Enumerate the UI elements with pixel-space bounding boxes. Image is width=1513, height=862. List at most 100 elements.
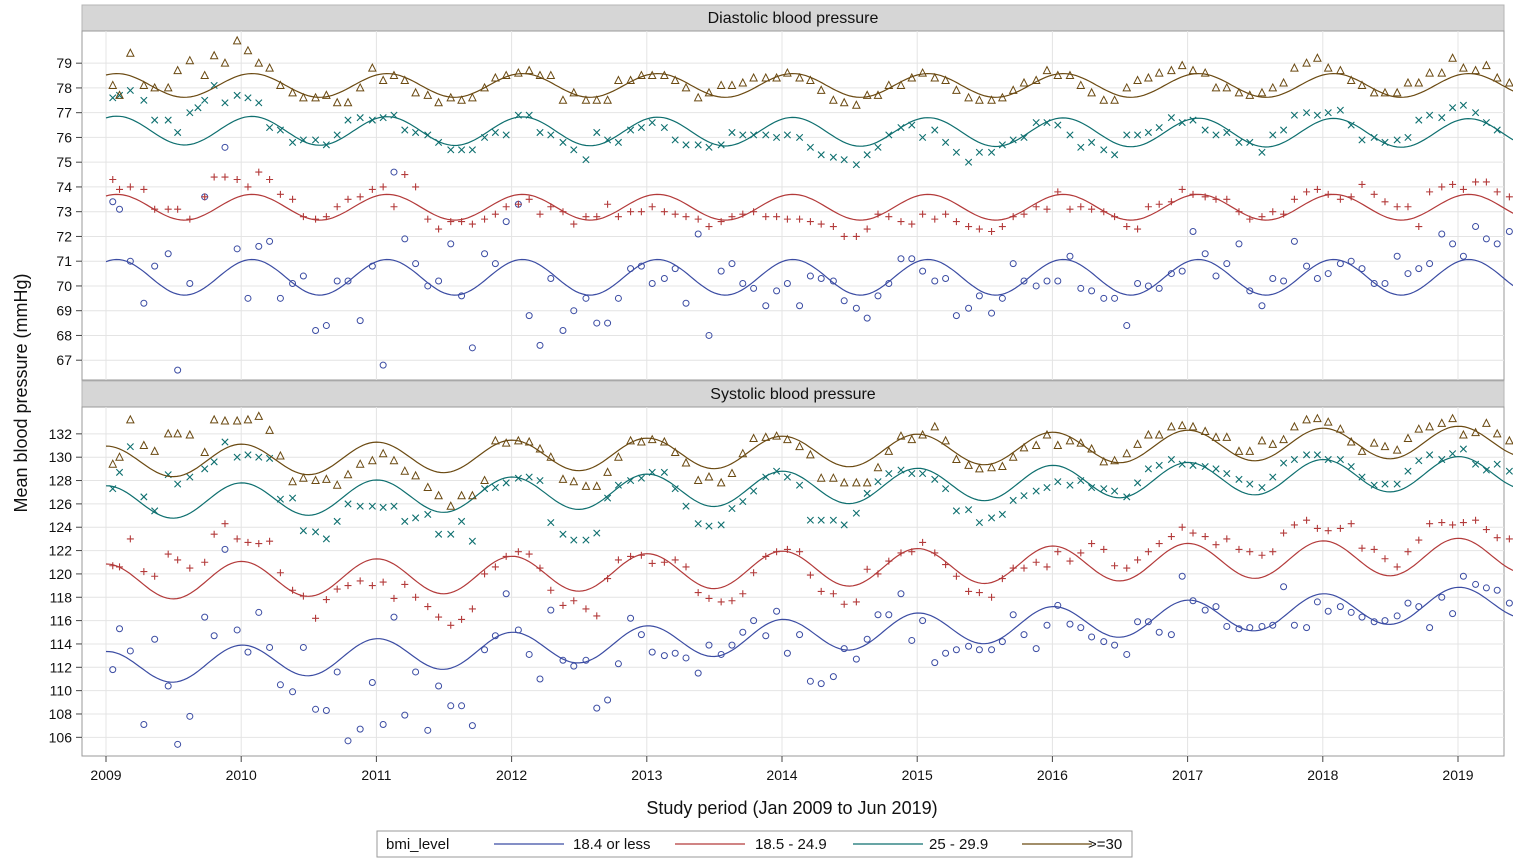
data-point (749, 72, 759, 82)
data-point (1415, 603, 1423, 611)
data-point (1054, 277, 1062, 285)
data-point (1043, 277, 1051, 285)
data-point (762, 302, 770, 310)
data-point (1178, 572, 1186, 580)
x-tick-label: 2012 (496, 767, 527, 783)
data-point (1032, 487, 1040, 495)
data-point (1235, 138, 1243, 146)
data-point (1053, 440, 1063, 450)
data-point (1302, 58, 1311, 67)
data-point (1290, 521, 1298, 529)
data-point (356, 502, 364, 510)
data-point (592, 95, 602, 104)
data-point (592, 481, 602, 490)
data-point (1336, 603, 1344, 611)
data-point (1370, 133, 1378, 142)
data-point (322, 535, 330, 543)
data-point (964, 158, 973, 166)
data-point (604, 319, 612, 327)
y-tick-label: 116 (50, 613, 73, 629)
data-point (637, 631, 645, 639)
data-point (987, 95, 996, 104)
data-point (965, 642, 973, 650)
data-point (1289, 63, 1299, 72)
data-point (829, 277, 837, 285)
data-point (1189, 190, 1197, 198)
plot-area (81, 30, 1505, 381)
data-point (1505, 599, 1513, 607)
data-point (863, 151, 871, 159)
data-point (952, 218, 960, 226)
data-point (1189, 597, 1197, 605)
data-point (1459, 572, 1467, 580)
data-point (908, 255, 916, 263)
data-point (1054, 601, 1062, 609)
data-point (435, 613, 443, 621)
data-point (1019, 77, 1029, 87)
fit-line (105, 258, 1513, 296)
data-point (298, 473, 308, 482)
data-point (997, 92, 1007, 102)
data-point (998, 294, 1006, 302)
data-point (233, 626, 241, 634)
data-point (1077, 549, 1085, 557)
data-point (1459, 445, 1467, 453)
y-tick-label: 130 (49, 449, 73, 465)
data-point (412, 260, 420, 268)
data-point (942, 210, 950, 218)
data-point (524, 436, 534, 446)
data-point (1188, 65, 1198, 75)
data-point (139, 440, 149, 450)
data-point (1200, 426, 1210, 436)
data-point (931, 277, 939, 285)
fit-line (105, 72, 1513, 98)
data-point (457, 146, 466, 154)
data-point (1223, 128, 1231, 137)
data-point (1357, 80, 1367, 89)
data-point (559, 208, 567, 216)
data-point (896, 431, 906, 440)
data-point (525, 473, 533, 481)
data-point (481, 646, 489, 654)
data-point (312, 326, 320, 334)
data-point (244, 94, 252, 102)
data-point (1438, 593, 1446, 601)
data-point (1054, 121, 1062, 129)
data-point (863, 565, 871, 573)
data-point (1393, 252, 1401, 260)
data-point (289, 586, 297, 594)
x-tick-label: 2011 (361, 767, 391, 783)
data-point (1100, 485, 1108, 493)
data-point (795, 133, 804, 142)
data-point (1019, 442, 1029, 452)
data-point (401, 171, 409, 179)
data-point (1493, 188, 1501, 196)
data-point (108, 459, 118, 468)
data-point (1493, 534, 1501, 542)
data-point (1166, 65, 1176, 75)
data-point (817, 516, 825, 524)
x-tick-label: 2014 (766, 767, 797, 783)
data-point (570, 307, 578, 315)
data-point (1458, 63, 1468, 72)
y-tick-label: 67 (56, 352, 72, 368)
data-point (660, 652, 668, 660)
data-point (614, 213, 622, 221)
data-point (1020, 133, 1028, 142)
data-point (1370, 545, 1378, 553)
data-point (244, 294, 252, 302)
data-point (344, 116, 352, 124)
data-point (266, 123, 274, 132)
data-point (1100, 294, 1108, 302)
data-point (772, 72, 782, 82)
data-point (1381, 279, 1389, 287)
data-point (840, 600, 848, 608)
data-point (738, 77, 748, 87)
data-point (1458, 429, 1468, 439)
data-point (1223, 622, 1231, 630)
data-point (671, 265, 679, 273)
y-tick-label: 71 (56, 253, 72, 269)
legend-label: >=30 (1088, 836, 1122, 853)
data-point (941, 435, 951, 445)
